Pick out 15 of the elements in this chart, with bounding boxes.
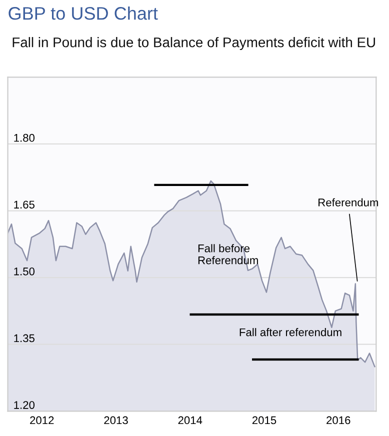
- annotation: Fall before Referendum: [198, 244, 258, 264]
- chart-subtitle: Fall in Pound is due to Balance of Payments deficit with EU: [12, 37, 375, 50]
- x-tick-label: 2013: [104, 416, 128, 424]
- x-tick-label: 2012: [30, 416, 54, 424]
- x-tick-label: 2014: [178, 416, 202, 424]
- annotation: Referendum: [318, 198, 378, 206]
- chart-title: GBP to USD Chart: [8, 6, 158, 20]
- y-tick-label: 1.80: [14, 134, 35, 142]
- y-tick-label: 1.65: [14, 200, 34, 209]
- y-tick-label: 1.20: [14, 401, 35, 409]
- x-tick-label: 2015: [252, 416, 276, 424]
- x-tick-label: 2016: [326, 416, 350, 424]
- y-tick-label: 1.35: [14, 334, 34, 342]
- y-tick-label: 1.50: [14, 267, 35, 276]
- annotation: Fall after referendum: [240, 328, 342, 336]
